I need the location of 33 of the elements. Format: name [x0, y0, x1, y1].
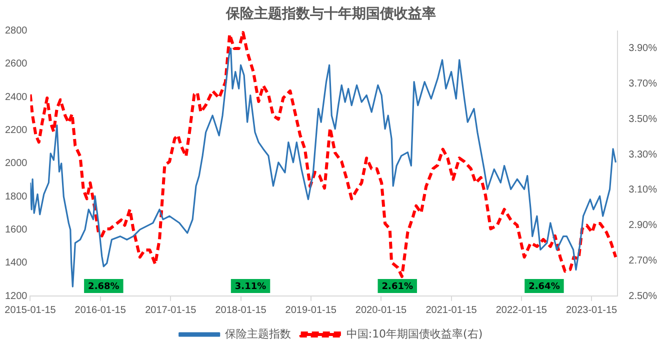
x-tick-label: 2018-01-15: [215, 304, 267, 316]
x-tick-label: 2017-01-15: [145, 304, 197, 316]
y2-tick-label: 3.70%: [628, 78, 658, 90]
y2-tick-label: 2.70%: [628, 255, 658, 266]
x-tick-label: 2015-01-15: [4, 304, 56, 316]
annotation: 3.11%: [234, 282, 266, 292]
y-tick-label: 2200: [4, 125, 28, 136]
y2-tick-label: 2.50%: [628, 290, 658, 302]
y-tick-label: 1800: [4, 191, 28, 202]
x-tick-label: 2021-01-15: [426, 304, 478, 316]
chart-title: 保险主题指数与十年期国债收益率: [225, 5, 436, 22]
y2-tick-label: 2.90%: [628, 220, 658, 232]
legend-label: 保险主题指数: [224, 327, 291, 340]
y-tick-label: 1600: [4, 224, 28, 236]
y2-tick-label: 3.90%: [628, 43, 658, 54]
y2-tick-label: 3.30%: [628, 149, 658, 160]
y-tick-label: 2800: [4, 26, 28, 37]
y2-tick-label: 3.50%: [628, 114, 658, 125]
y2-tick-label: 3.10%: [628, 184, 658, 196]
y-tick-label: 2600: [4, 58, 28, 70]
y-tick-label: 2400: [4, 92, 28, 103]
annotation: 2.68%: [88, 282, 120, 292]
x-tick-label: 2023-01-15: [566, 304, 618, 316]
annotation: 2.64%: [528, 282, 560, 292]
legend-label: 中国:10年期国债收益率(右): [346, 327, 483, 340]
y-tick-label: 1200: [4, 290, 28, 302]
x-tick-label: 2016-01-15: [74, 304, 126, 316]
x-tick-label: 2019-01-15: [285, 304, 337, 316]
x-tick-label: 2022-01-15: [496, 304, 548, 316]
y-tick-label: 1400: [4, 258, 28, 269]
x-tick-label: 2020-01-15: [355, 304, 408, 316]
y-tick-label: 2000: [4, 158, 28, 170]
annotation: 2.61%: [382, 282, 413, 292]
